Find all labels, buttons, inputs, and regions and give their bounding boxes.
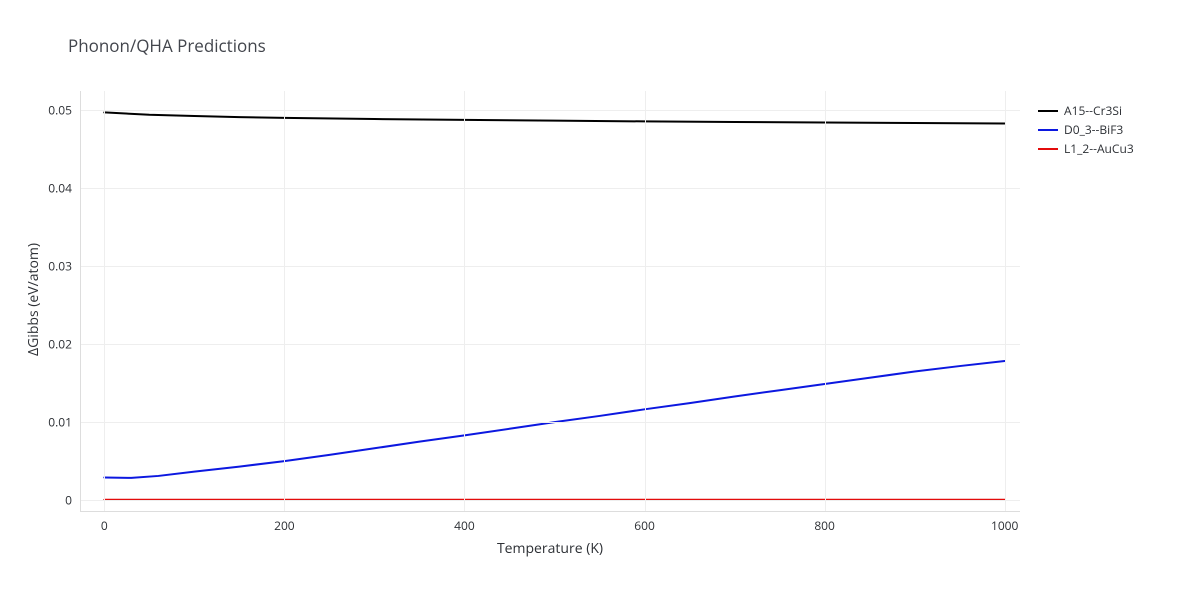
y-axis-line <box>80 91 81 511</box>
x-axis-line <box>80 511 1020 512</box>
chart-title: Phonon/QHA Predictions <box>68 34 266 57</box>
gridline-horizontal <box>80 500 1020 501</box>
x-tick-label: 0 <box>101 517 108 534</box>
series-line[interactable] <box>104 112 1004 123</box>
x-tick-label: 400 <box>454 517 475 534</box>
x-tick-label: 800 <box>814 517 835 534</box>
legend-swatch <box>1038 129 1058 131</box>
gridline-vertical <box>645 91 646 511</box>
legend-item[interactable]: D0_3--BiF3 <box>1038 120 1134 139</box>
legend-label: A15--Cr3Si <box>1064 102 1122 119</box>
x-axis-title: Temperature (K) <box>497 539 603 558</box>
y-tick-label: 0.02 <box>48 335 72 352</box>
legend-swatch <box>1038 148 1058 150</box>
y-tick-label: 0 <box>65 491 72 508</box>
y-tick-label: 0.05 <box>48 102 72 119</box>
gridline-horizontal <box>80 422 1020 423</box>
series-layer <box>80 91 1020 511</box>
legend-label: D0_3--BiF3 <box>1064 121 1123 138</box>
gridline-horizontal <box>80 266 1020 267</box>
gridline-horizontal <box>80 344 1020 345</box>
y-axis-title: ΔGibbs (eV/atom) <box>24 243 43 356</box>
legend-swatch <box>1038 110 1058 112</box>
legend: A15--Cr3Si D0_3--BiF3 L1_2--AuCu3 <box>1038 101 1134 158</box>
legend-item[interactable]: L1_2--AuCu3 <box>1038 139 1134 158</box>
gridline-vertical <box>1005 91 1006 511</box>
gridline-vertical <box>104 91 105 511</box>
gridline-horizontal <box>80 110 1020 111</box>
plot-area <box>80 91 1020 511</box>
legend-label: L1_2--AuCu3 <box>1064 140 1134 157</box>
y-tick-label: 0.03 <box>48 257 72 274</box>
gridline-vertical <box>825 91 826 511</box>
y-tick-label: 0.01 <box>48 413 72 430</box>
x-tick-label: 200 <box>274 517 295 534</box>
x-tick-label: 1000 <box>991 517 1018 534</box>
series-line[interactable] <box>104 361 1004 478</box>
x-tick-label: 600 <box>634 517 655 534</box>
gridline-vertical <box>464 91 465 511</box>
gridline-vertical <box>284 91 285 511</box>
gridline-horizontal <box>80 188 1020 189</box>
y-tick-label: 0.04 <box>48 180 72 197</box>
legend-item[interactable]: A15--Cr3Si <box>1038 101 1134 120</box>
